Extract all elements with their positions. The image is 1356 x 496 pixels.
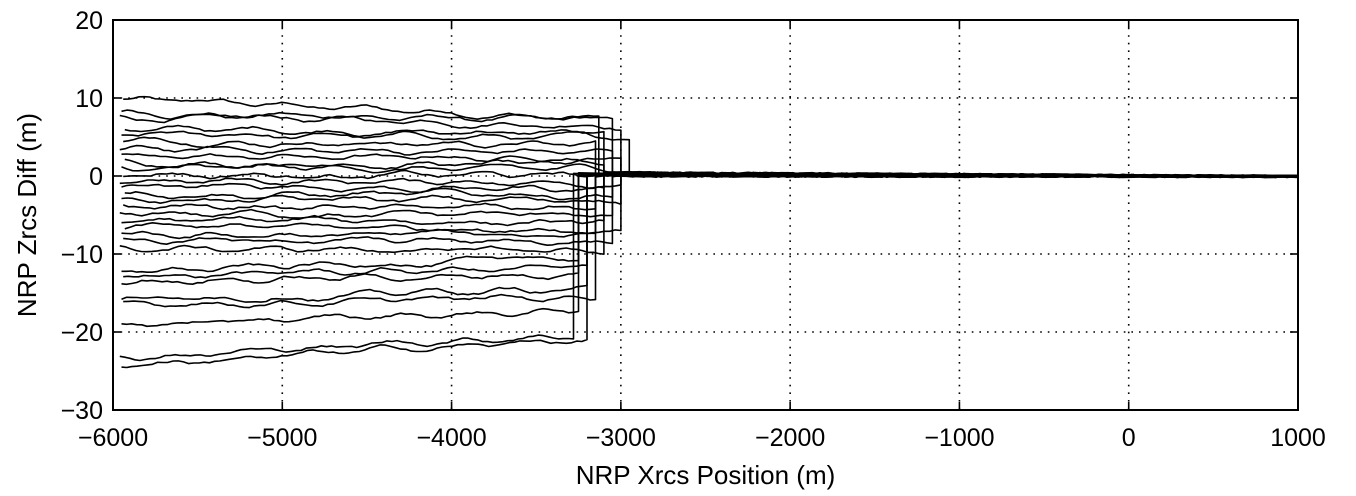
trace-line-29 <box>121 171 1299 369</box>
x-tick-label: −6000 <box>78 424 148 452</box>
y-tick-label: 20 <box>75 7 103 35</box>
axis-ticks <box>112 19 1299 411</box>
y-tick-label: −30 <box>61 397 103 425</box>
y-tick-label: 0 <box>89 163 103 191</box>
y-tick-label: −20 <box>61 319 103 347</box>
trace-lines <box>119 95 1299 369</box>
trace-line-28 <box>119 171 1299 362</box>
x-tick-label: −2000 <box>755 424 825 452</box>
trace-line-4 <box>121 130 1299 179</box>
x-axis-label: NRP Xrcs Position (m) <box>576 460 836 490</box>
plot-frame <box>112 19 1299 411</box>
y-tick-labels: −30 −20 −10 0 10 20 <box>61 7 103 425</box>
x-tick-label: −5000 <box>247 424 317 452</box>
trace-line-5 <box>123 136 1299 179</box>
x-tick-label: −3000 <box>586 424 656 452</box>
y-axis-label: NRP Zrcs Diff (m) <box>12 113 42 317</box>
y-tick-label: 10 <box>75 85 103 113</box>
x-tick-labels: −6000 −5000 −4000 −3000 −2000 −1000 0 1000 <box>78 424 1326 452</box>
x-tick-label: 0 <box>1122 424 1136 452</box>
x-tick-label: −4000 <box>416 424 486 452</box>
trace-line-22 <box>121 170 1299 273</box>
x-tick-label: −1000 <box>924 424 994 452</box>
x-tick-label: 1000 <box>1270 424 1326 452</box>
trace-line-16 <box>119 171 1299 219</box>
y-tick-label: −10 <box>61 241 103 269</box>
trace-line-24 <box>121 172 1299 286</box>
trace-line-23 <box>123 171 1299 279</box>
